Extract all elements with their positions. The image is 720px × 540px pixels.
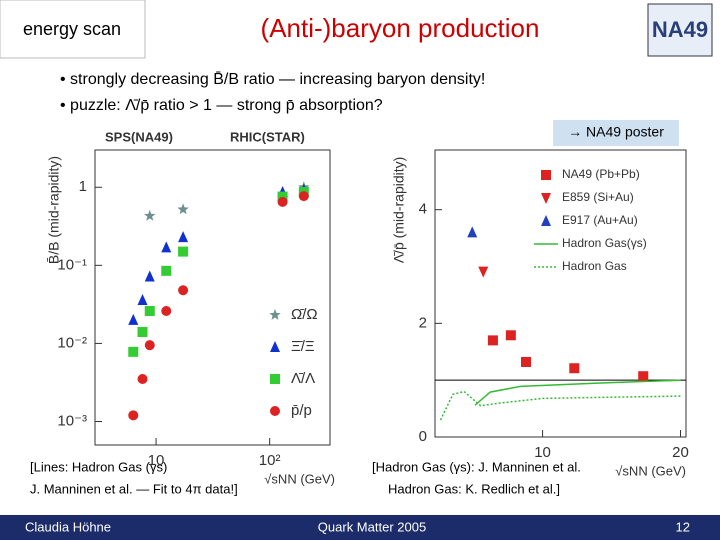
y-tick-label: 4	[419, 201, 427, 218]
slide-title: (Anti-)baryon production	[261, 13, 540, 43]
data-point	[137, 374, 148, 385]
data-point	[505, 330, 516, 341]
logo-box	[647, 3, 713, 57]
caption: Hadron Gas: K. Redlich et al.]	[388, 481, 560, 496]
series-line	[439, 390, 681, 421]
data-point	[144, 306, 155, 317]
legend-swatch	[270, 374, 280, 384]
legend-label: Hadron Gas	[562, 259, 627, 273]
y-tick-label: 0	[419, 428, 427, 445]
legend-label: Ξ̄/Ξ	[291, 338, 315, 355]
data-point	[161, 241, 172, 253]
caption: [Hadron Gas (γs): J. Manninen et al.	[372, 459, 581, 474]
annotation: SPS(NA49)	[105, 129, 173, 144]
data-point	[638, 371, 649, 382]
data-point	[467, 226, 478, 238]
footer-author: Claudia Höhne	[25, 519, 111, 534]
plot-frame	[434, 149, 687, 438]
data-point	[128, 346, 139, 357]
data-point	[144, 340, 155, 351]
data-point	[569, 363, 580, 374]
logo: NA49	[652, 17, 708, 42]
data-point	[178, 246, 189, 257]
data-point	[178, 285, 189, 296]
data-point	[128, 410, 139, 421]
legend-label: Ω̄/Ω	[291, 306, 318, 323]
link-box[interactable]	[553, 120, 679, 146]
y-axis-label: B̄/B (mid-rapidity)	[46, 156, 62, 264]
legend-label: NA49 (Pb+Pb)	[562, 167, 640, 181]
legend-label: Hadron Gas(γs)	[562, 236, 647, 250]
data-point	[137, 293, 148, 305]
x-tick-label: 20	[672, 444, 689, 461]
y-tick-label: 2	[419, 314, 427, 331]
y-tick-label: 10⁻³	[57, 412, 87, 429]
caption: [Lines: Hadron Gas (γs)	[30, 459, 167, 474]
data-point	[144, 270, 155, 282]
data-point	[161, 265, 172, 276]
y-tick-label: 1	[79, 178, 87, 195]
data-point	[177, 203, 189, 215]
legend-label: E859 (Si+Au)	[562, 190, 634, 204]
bullet: • strongly decreasing B̄/B ratio — incre…	[60, 71, 485, 88]
section-box	[0, 0, 146, 59]
legend-swatch	[270, 406, 280, 416]
data-point	[277, 196, 288, 207]
data-point	[144, 209, 156, 221]
legend-swatch	[541, 170, 551, 180]
data-point	[128, 313, 139, 325]
footer-event: Quark Matter 2005	[318, 519, 426, 534]
data-point	[277, 191, 288, 202]
y-tick-label: 10⁻²	[57, 334, 87, 351]
series-line	[474, 379, 681, 406]
legend-swatch	[269, 309, 281, 320]
data-point	[161, 306, 172, 317]
data-point	[178, 231, 189, 243]
data-point	[487, 335, 498, 346]
x-tick-label: 10	[148, 452, 165, 469]
caption: J. Manninen et al. — Fit to 4π data!]	[30, 481, 238, 496]
footer-page: 12	[676, 519, 690, 534]
x-tick-label: 10	[534, 444, 551, 461]
x-tick-label: 10²	[259, 452, 281, 469]
legend-swatch	[270, 341, 280, 352]
y-tick-label: 10⁻¹	[57, 256, 87, 273]
x-axis-label: √sNN (GeV)	[264, 471, 335, 486]
plot-frame	[94, 149, 331, 446]
bullet: • puzzle: Λ̄/p̄ ratio > 1 — strong p̄ ab…	[60, 97, 383, 114]
annotation: RHIC(STAR)	[230, 129, 305, 144]
legend-label: E917 (Au+Au)	[562, 213, 638, 227]
data-point	[478, 266, 489, 278]
x-axis-label: √sNN (GeV)	[615, 463, 686, 478]
data-point	[137, 327, 148, 338]
legend-label: Λ̄/Λ	[291, 370, 315, 387]
footer-bar	[0, 515, 720, 540]
legend-swatch	[541, 193, 551, 204]
data-point	[298, 191, 309, 202]
legend-swatch	[541, 215, 551, 226]
section: energy scan	[23, 19, 121, 39]
y-axis-label: Λ̄/p̄ (mid-rapidity)	[391, 157, 407, 264]
data-point	[521, 356, 532, 367]
link[interactable]: → NA49 poster	[568, 124, 664, 140]
legend-label: p̄/p	[291, 402, 312, 419]
